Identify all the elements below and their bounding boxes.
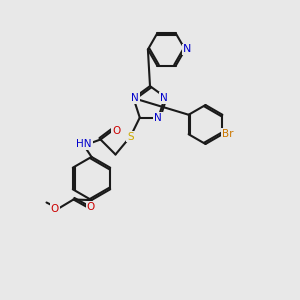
Text: O: O <box>51 203 59 214</box>
Text: Br: Br <box>222 129 233 139</box>
Text: HN: HN <box>76 139 92 149</box>
Text: N: N <box>182 44 191 55</box>
Text: S: S <box>127 131 134 142</box>
Text: N: N <box>154 112 162 123</box>
Text: O: O <box>112 125 120 136</box>
Text: N: N <box>131 93 139 103</box>
Text: O: O <box>86 202 95 212</box>
Text: N: N <box>160 93 168 103</box>
